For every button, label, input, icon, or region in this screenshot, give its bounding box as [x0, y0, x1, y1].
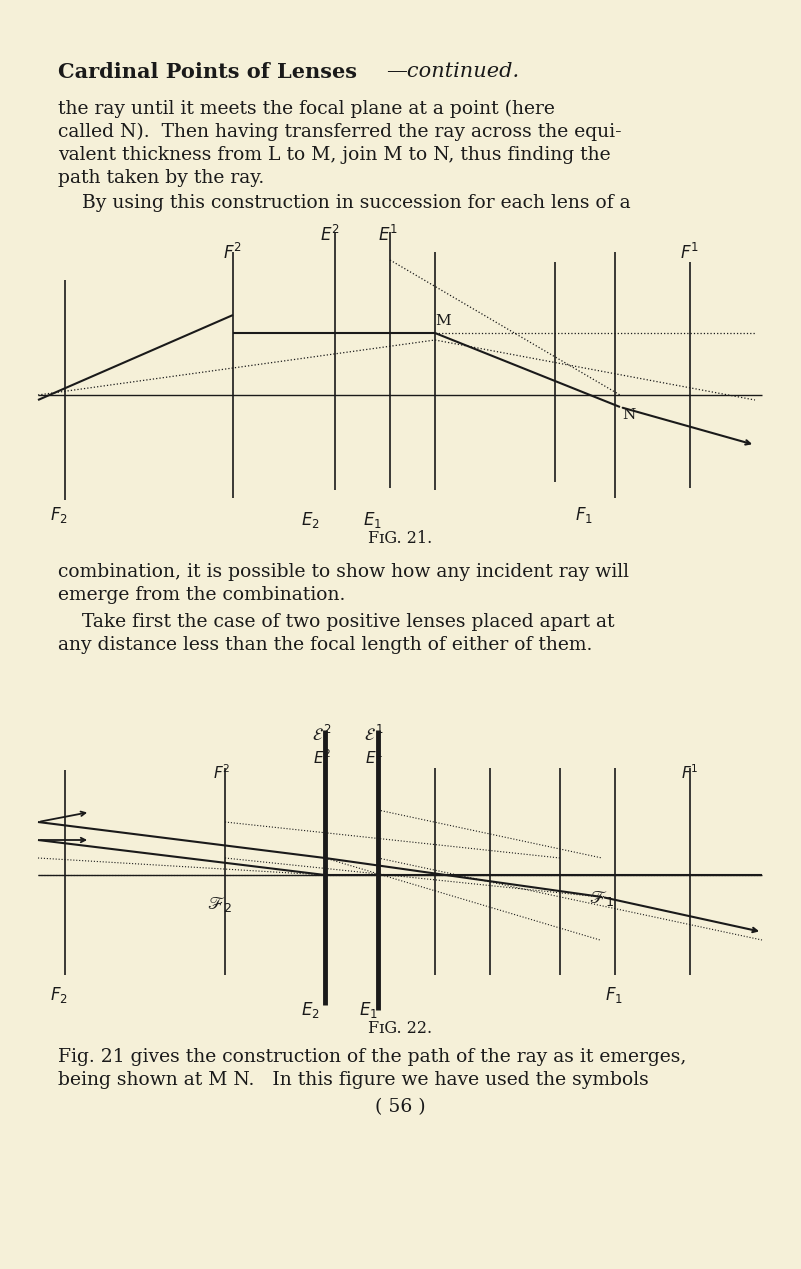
- Text: $F^1$: $F^1$: [681, 763, 698, 782]
- Text: $E_2$: $E_2$: [300, 1000, 320, 1020]
- Text: $E^1$: $E^1$: [378, 225, 398, 245]
- Text: $\mathscr{F}_2$: $\mathscr{F}_2$: [207, 896, 232, 915]
- Text: $E^2$: $E^2$: [312, 747, 332, 766]
- Text: $F_1$: $F_1$: [605, 985, 623, 1005]
- Text: $E_1$: $E_1$: [359, 1000, 377, 1020]
- Text: Take first the case of two positive lenses placed apart at: Take first the case of two positive lens…: [58, 613, 614, 631]
- Text: M: M: [435, 313, 451, 327]
- Text: $E^2$: $E^2$: [320, 225, 340, 245]
- Text: N: N: [622, 409, 635, 423]
- Text: $F^2$: $F^2$: [223, 242, 243, 263]
- Text: —continued.: —continued.: [386, 62, 519, 81]
- Text: By using this construction in succession for each lens of a: By using this construction in succession…: [58, 194, 630, 212]
- Text: $\mathcal{E}^{\,2}$: $\mathcal{E}^{\,2}$: [312, 725, 332, 745]
- Text: path taken by the ray.: path taken by the ray.: [58, 169, 264, 187]
- Text: combination, it is possible to show how any incident ray will: combination, it is possible to show how …: [58, 563, 629, 581]
- Text: FɪG. 22.: FɪG. 22.: [368, 1020, 432, 1037]
- Text: $\mathscr{F}_1$: $\mathscr{F}_1$: [590, 888, 614, 907]
- Text: $F^2$: $F^2$: [213, 763, 231, 782]
- Text: ( 56 ): ( 56 ): [375, 1098, 425, 1115]
- Text: $E_1$: $E_1$: [363, 510, 381, 530]
- Text: $E^1$: $E^1$: [364, 747, 383, 766]
- Text: $\mathcal{E}^{\,1}$: $\mathcal{E}^{\,1}$: [364, 725, 384, 745]
- Text: valent thickness from L to M, join M to N, thus finding the: valent thickness from L to M, join M to …: [58, 146, 610, 164]
- Text: FɪG. 21.: FɪG. 21.: [368, 530, 432, 547]
- Text: $F_2$: $F_2$: [50, 505, 68, 525]
- Text: $E_2$: $E_2$: [300, 510, 320, 530]
- Text: Fig. 21 gives the construction of the path of the ray as it emerges,: Fig. 21 gives the construction of the pa…: [58, 1048, 686, 1066]
- Text: called N).  Then having transferred the ray across the equi-: called N). Then having transferred the r…: [58, 123, 622, 141]
- Text: Cardinal Points of Lenses: Cardinal Points of Lenses: [58, 62, 357, 82]
- Text: any distance less than the focal length of either of them.: any distance less than the focal length …: [58, 636, 593, 654]
- Text: $F_1$: $F_1$: [575, 505, 593, 525]
- Text: $F^1$: $F^1$: [680, 242, 699, 263]
- Text: the ray until it meets the focal plane at a point (here: the ray until it meets the focal plane a…: [58, 100, 555, 118]
- Text: $F_2$: $F_2$: [50, 985, 68, 1005]
- Text: emerge from the combination.: emerge from the combination.: [58, 586, 345, 604]
- Text: being shown at M N.   In this figure we have used the symbols: being shown at M N. In this figure we ha…: [58, 1071, 649, 1089]
